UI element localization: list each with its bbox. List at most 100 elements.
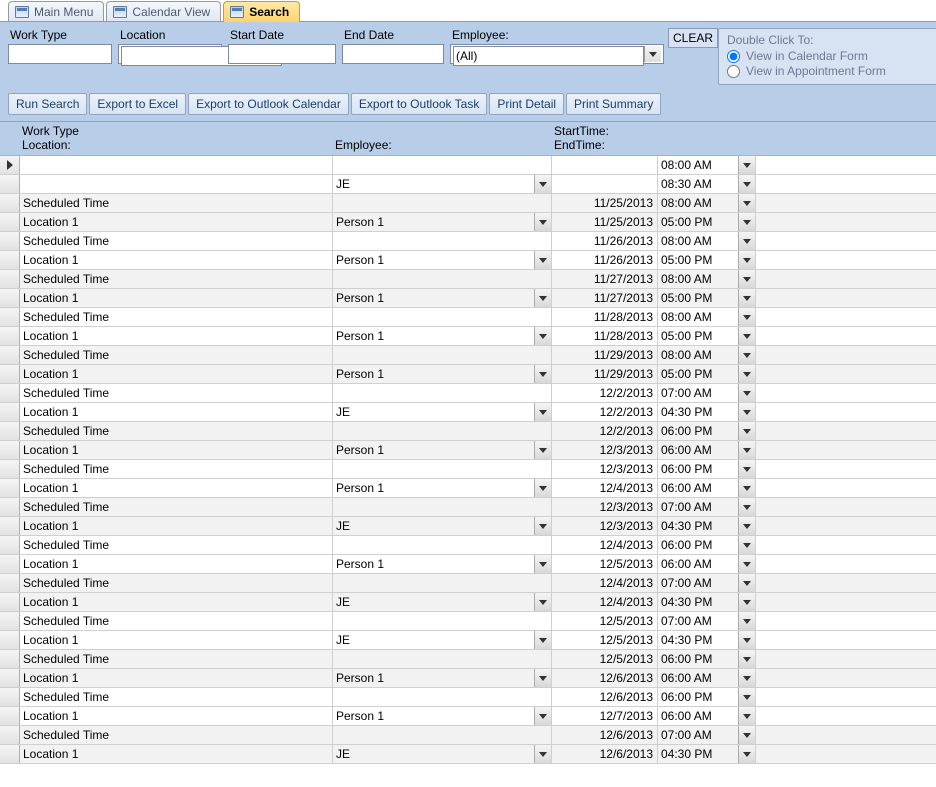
cell-date[interactable]: 12/3/2013 (552, 498, 658, 516)
cell-employee-combo[interactable]: JE (333, 175, 552, 193)
cell-time-combo[interactable]: 08:00 AM (658, 308, 756, 326)
cell-col-b[interactable] (333, 384, 552, 402)
cell-col-b[interactable] (333, 346, 552, 364)
cell-date[interactable]: 12/4/2013 (552, 593, 658, 611)
cell-col-a[interactable]: Scheduled Time (20, 460, 333, 478)
table-row[interactable]: Scheduled Time12/3/201306:00 PM (0, 460, 936, 479)
tab-calendar-view[interactable]: Calendar View (106, 1, 221, 21)
cell-col-a[interactable]: Location 1 (20, 327, 333, 345)
chevron-down-icon[interactable] (644, 46, 661, 62)
row-selector[interactable] (0, 327, 20, 345)
cell-col-b[interactable] (333, 270, 552, 288)
cell-col-a[interactable]: Location 1 (20, 479, 333, 497)
cell-employee-combo[interactable]: Person 1 (333, 251, 552, 269)
cell-time-combo[interactable]: 08:00 AM (658, 270, 756, 288)
cell-date[interactable]: 11/27/2013 (552, 270, 658, 288)
chevron-down-icon[interactable] (738, 441, 755, 459)
table-row[interactable]: Location 1Person 111/26/201305:00 PM (0, 251, 936, 270)
cell-date[interactable]: 11/29/2013 (552, 346, 658, 364)
chevron-down-icon[interactable] (534, 327, 551, 345)
cell-col-a[interactable]: Scheduled Time (20, 194, 333, 212)
cell-employee-combo[interactable]: Person 1 (333, 365, 552, 383)
cell-time-combo[interactable]: 06:00 AM (658, 479, 756, 497)
cell-col-b[interactable] (333, 308, 552, 326)
row-selector[interactable] (0, 479, 20, 497)
cell-col-a[interactable]: Location 1 (20, 593, 333, 611)
row-selector[interactable] (0, 441, 20, 459)
row-selector[interactable] (0, 346, 20, 364)
export-excel-button[interactable]: Export to Excel (89, 93, 186, 115)
chevron-down-icon[interactable] (738, 365, 755, 383)
row-selector[interactable] (0, 593, 20, 611)
cell-employee-combo[interactable]: Person 1 (333, 289, 552, 307)
chevron-down-icon[interactable] (738, 251, 755, 269)
table-row[interactable]: Location 1Person 111/29/201305:00 PM (0, 365, 936, 384)
table-row[interactable]: Scheduled Time12/3/201307:00 AM (0, 498, 936, 517)
cell-col-b[interactable] (333, 536, 552, 554)
cell-time-combo[interactable]: 04:30 PM (658, 631, 756, 649)
chevron-down-icon[interactable] (534, 745, 551, 763)
cell-employee-combo[interactable]: JE (333, 631, 552, 649)
cell-col-a[interactable]: Scheduled Time (20, 574, 333, 592)
row-selector[interactable] (0, 251, 20, 269)
table-row[interactable]: Scheduled Time12/2/201306:00 PM (0, 422, 936, 441)
cell-date[interactable]: 12/6/2013 (552, 688, 658, 706)
table-row[interactable]: Location 1Person 112/6/201306:00 AM (0, 669, 936, 688)
cell-date[interactable]: 12/2/2013 (552, 422, 658, 440)
cell-time-combo[interactable]: 08:00 AM (658, 346, 756, 364)
cell-col-a[interactable] (20, 156, 333, 174)
cell-col-a[interactable]: Location 1 (20, 213, 333, 231)
cell-col-b[interactable] (333, 726, 552, 744)
row-selector[interactable] (0, 232, 20, 250)
chevron-down-icon[interactable] (738, 688, 755, 706)
cell-time-combo[interactable]: 06:00 PM (658, 422, 756, 440)
cell-employee-combo[interactable]: JE (333, 593, 552, 611)
chevron-down-icon[interactable] (534, 479, 551, 497)
chevron-down-icon[interactable] (738, 289, 755, 307)
cell-col-b[interactable] (333, 574, 552, 592)
cell-time-combo[interactable]: 05:00 PM (658, 289, 756, 307)
chevron-down-icon[interactable] (738, 631, 755, 649)
cell-employee-combo[interactable]: Person 1 (333, 213, 552, 231)
chevron-down-icon[interactable] (738, 403, 755, 421)
cell-time-combo[interactable]: 04:30 PM (658, 593, 756, 611)
cell-time-combo[interactable]: 06:00 AM (658, 707, 756, 725)
cell-col-a[interactable]: Location 1 (20, 365, 333, 383)
chevron-down-icon[interactable] (738, 460, 755, 478)
cell-col-a[interactable]: Location 1 (20, 555, 333, 573)
location-combo[interactable] (118, 44, 222, 64)
employee-combo[interactable] (450, 44, 664, 64)
chevron-down-icon[interactable] (534, 175, 551, 193)
cell-time-combo[interactable]: 05:00 PM (658, 213, 756, 231)
chevron-down-icon[interactable] (738, 175, 755, 193)
row-selector[interactable] (0, 384, 20, 402)
chevron-down-icon[interactable] (738, 384, 755, 402)
table-row[interactable]: Scheduled Time11/27/201308:00 AM (0, 270, 936, 289)
row-selector[interactable] (0, 194, 20, 212)
cell-time-combo[interactable]: 06:00 AM (658, 669, 756, 687)
chevron-down-icon[interactable] (534, 669, 551, 687)
table-row[interactable]: Scheduled Time 12/4/201307:00 AM (0, 574, 936, 593)
export-outlook-task-button[interactable]: Export to Outlook Task (351, 93, 488, 115)
cell-employee-combo[interactable]: Person 1 (333, 669, 552, 687)
cell-col-a[interactable]: Scheduled Time (20, 498, 333, 516)
table-row[interactable]: Location 1JE12/6/201304:30 PM (0, 745, 936, 764)
chevron-down-icon[interactable] (534, 213, 551, 231)
cell-col-a[interactable]: Location 1 (20, 441, 333, 459)
chevron-down-icon[interactable] (738, 669, 755, 687)
cell-date[interactable]: 12/5/2013 (552, 612, 658, 630)
cell-time-combo[interactable]: 06:00 PM (658, 460, 756, 478)
table-row[interactable]: Scheduled Time11/28/201308:00 AM (0, 308, 936, 327)
cell-date[interactable]: 12/4/2013 (552, 536, 658, 554)
cell-date[interactable]: 12/4/2013 (552, 574, 658, 592)
cell-col-b[interactable] (333, 422, 552, 440)
table-row[interactable]: Scheduled Time12/5/201307:00 AM (0, 612, 936, 631)
chevron-down-icon[interactable] (738, 745, 755, 763)
cell-col-a[interactable]: Location 1 (20, 251, 333, 269)
cell-time-combo[interactable]: 07:00 AM (658, 574, 756, 592)
cell-time-combo[interactable]: 07:00 AM (658, 384, 756, 402)
chevron-down-icon[interactable] (534, 707, 551, 725)
cell-time-combo[interactable]: 06:00 PM (658, 536, 756, 554)
cell-date[interactable]: 12/5/2013 (552, 631, 658, 649)
table-row[interactable]: Scheduled Time11/26/201308:00 AM (0, 232, 936, 251)
